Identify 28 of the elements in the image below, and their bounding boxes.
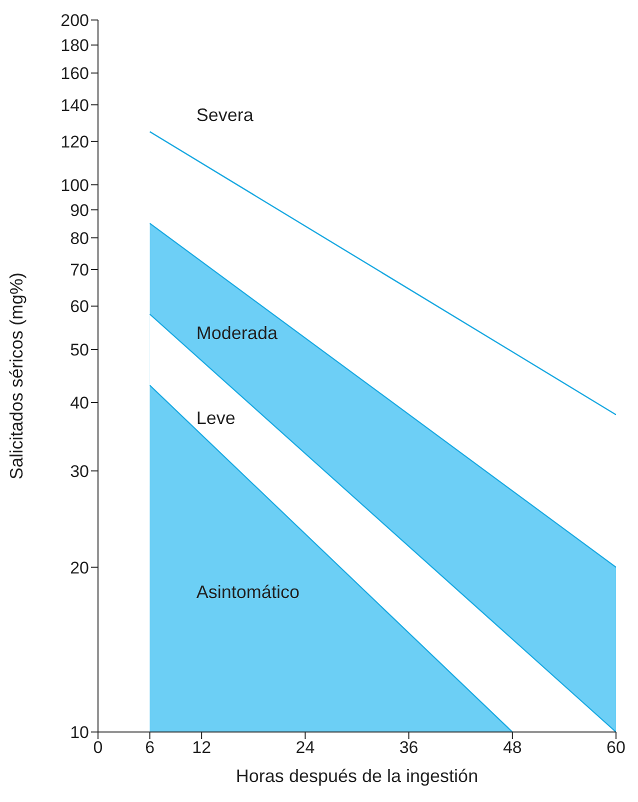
y-tick-label: 200: [60, 11, 89, 30]
annotation: Severa: [196, 105, 254, 126]
y-tick-label: 10: [70, 723, 89, 742]
y-tick-label: 70: [70, 260, 89, 280]
annotation: Moderada: [196, 322, 278, 343]
x-tick-label: 48: [502, 738, 522, 758]
y-tick-label: 160: [60, 64, 89, 84]
y-axis-title: Salicitados séricos (mg%): [6, 272, 26, 480]
x-axis-title: Horas después de la ingestión: [236, 766, 478, 786]
y-tick-label: 20: [70, 558, 89, 578]
y-tick-label: 120: [60, 132, 89, 152]
y-tick-label: 40: [70, 394, 89, 413]
annotation: Leve: [196, 408, 236, 428]
x-tick-label: 24: [296, 738, 315, 758]
x-tick-label: 12: [192, 738, 212, 758]
y-tick-label: 60: [70, 297, 89, 316]
x-tick-label: 60: [606, 738, 626, 758]
y-tick-label: 100: [60, 176, 89, 195]
annotation: Asintomático: [196, 582, 300, 602]
y-tick-label: 140: [60, 96, 89, 115]
y-tick-label: 90: [70, 200, 89, 220]
x-tick-label: 36: [399, 738, 418, 758]
y-tick-label: 180: [60, 36, 89, 56]
y-tick-label: 80: [70, 228, 89, 248]
x-tick-label: 0: [93, 738, 103, 758]
x-tick-label: 6: [145, 738, 155, 758]
y-tick-label: 30: [70, 462, 89, 481]
y-tick-label: 50: [70, 340, 89, 360]
